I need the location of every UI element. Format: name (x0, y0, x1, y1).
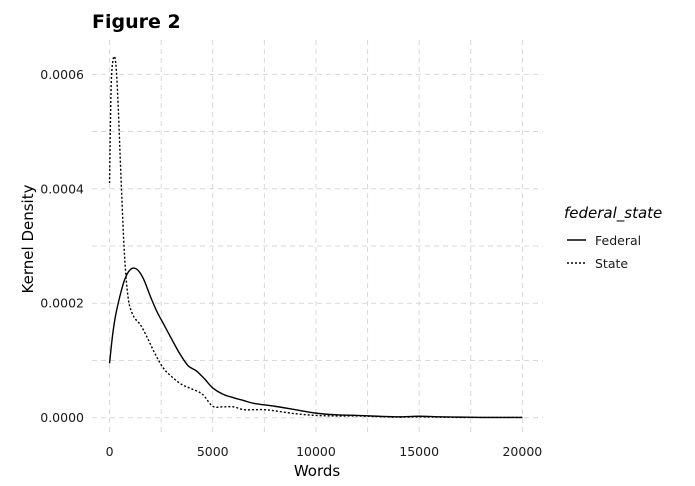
y-axis-ticks: 0.0000 0.0002 0.0004 0.0006 (40, 67, 84, 425)
y-axis-title: Kernel Density (19, 184, 37, 293)
legend: federal_state Federal State (564, 204, 662, 271)
x-tick-label: 10000 (296, 444, 336, 459)
y-tick-label: 0.0000 (40, 410, 84, 425)
x-axis-title: Words (294, 462, 341, 480)
gridlines (92, 40, 543, 432)
legend-title: federal_state (564, 204, 662, 223)
y-tick-label: 0.0002 (40, 296, 84, 311)
legend-label-federal: Federal (595, 233, 641, 248)
chart-title: Figure 2 (92, 11, 181, 33)
y-tick-label: 0.0006 (40, 67, 84, 82)
x-tick-label: 20000 (502, 444, 542, 459)
legend-label-state: State (595, 256, 628, 271)
series-lines (108, 55, 523, 419)
x-axis-ticks: 0 5000 10000 15000 20000 (106, 444, 543, 459)
y-tick-label: 0.0004 (40, 181, 84, 196)
x-tick-label: 0 (106, 444, 114, 459)
series-line-state (108, 55, 523, 419)
x-tick-label: 5000 (197, 444, 229, 459)
x-tick-label: 15000 (399, 444, 439, 459)
